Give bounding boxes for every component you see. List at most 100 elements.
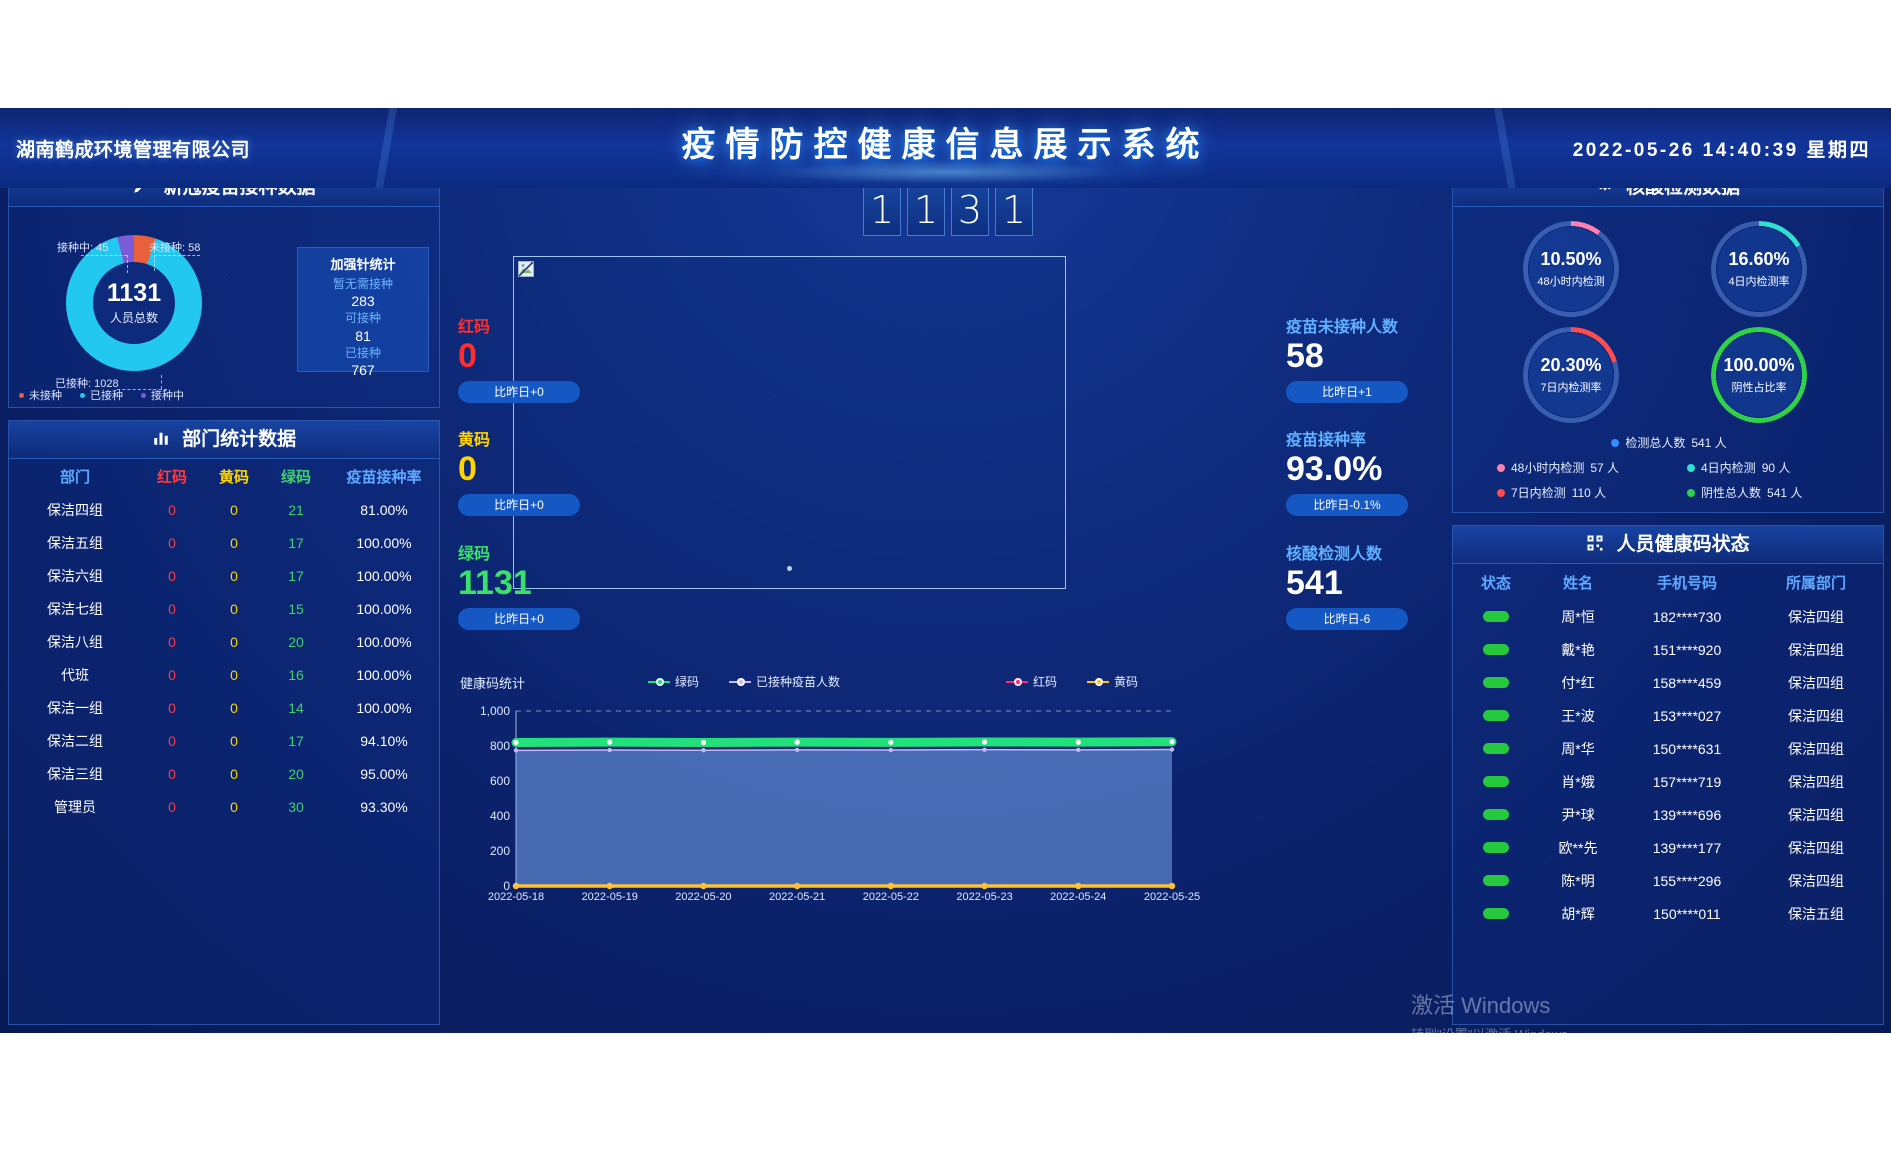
vaccine-legend: 未接种 已接种 接种中	[19, 387, 269, 403]
status-badge	[1483, 743, 1509, 754]
counter-digit-0: 1	[863, 182, 901, 236]
booster-value-0: 283	[351, 293, 375, 310]
chart-legend-label-3: 黄码	[1114, 675, 1139, 689]
dept-cell-6-0: 保洁一组	[47, 699, 103, 716]
table-row[interactable]: 保洁七组 0 0 15 100.00%	[9, 592, 441, 625]
chart-plot-area: 0 200 400 600 800 1,000 2022-05-18 2022-05-19 20…	[458, 703, 1200, 908]
chart-point-vaccinated-4	[888, 747, 894, 753]
gauge-negative: 100.00% 阴性占比率	[1711, 327, 1807, 423]
booster-key-0: 暂无需接种	[332, 277, 393, 291]
department-stats-panel: 部门统计数据 部门 红码 黄码 绿码 疫苗接种率 保洁四组 0 0 21 81.00% 保洁五组 0 0…	[8, 420, 440, 1025]
chart-point-green-4	[888, 739, 894, 745]
dept-cell-8-4: 95.00%	[360, 765, 408, 782]
booster-key-1: 可接种	[344, 311, 381, 326]
table-row[interactable]: 管理员 0 0 30 93.30%	[9, 790, 441, 823]
chart-legend-label-2: 红码	[1033, 675, 1058, 689]
table-row[interactable]: 王*波 153****027 保洁四组	[1453, 699, 1885, 732]
health-cell-2-3: 保洁四组	[1788, 674, 1844, 691]
donut-label-vaccinated: 已接种: 1028	[55, 378, 119, 390]
health-status-cell-5	[1453, 776, 1539, 787]
health-table-header: 状态 姓名 手机号码 所属部门	[1453, 564, 1885, 600]
gauge-4day-value: 16.60%	[1728, 249, 1790, 269]
chart-legend-item-1[interactable]: 已接种疫苗人数	[729, 673, 840, 690]
kpi-nucleic-value: 541	[1286, 564, 1343, 602]
nucleic-stat-dot-3	[1687, 488, 1695, 497]
chart-legend-item-3[interactable]: 黄码	[1087, 673, 1138, 690]
chart-point-vaccinated-6	[1076, 747, 1081, 753]
chart-y-tick-0: 0	[503, 879, 510, 893]
health-cell-6-1: 尹*球	[1561, 806, 1595, 823]
chart-point-vaccinated-1	[607, 747, 612, 753]
gauge-negative-label: 阴性占比率	[1731, 382, 1787, 394]
chart-legend-item-0[interactable]: 绿码	[648, 673, 699, 690]
status-badge	[1483, 809, 1509, 820]
dept-cell-4-2: 0	[230, 633, 238, 650]
kpi-red-delta: 比昨日+0	[458, 380, 580, 403]
chart-svg	[511, 710, 1177, 890]
donut-label-in-progress: 接种中: 45	[57, 242, 109, 254]
chart-point-yellow-5	[981, 882, 988, 890]
chart-y-tick-4: 800	[489, 739, 510, 753]
dept-cell-6-2: 0	[230, 699, 238, 716]
chart-y-tick-3: 600	[489, 774, 510, 788]
table-row[interactable]: 保洁八组 0 0 20 100.00%	[9, 625, 441, 658]
table-row[interactable]: 保洁五组 0 0 17 100.00%	[9, 526, 441, 559]
kpi-red-label: 红码	[458, 319, 491, 336]
kpi-nucleic-label: 核酸检测人数	[1286, 546, 1383, 563]
booster-value-1: 81	[355, 327, 371, 344]
dept-cell-4-4: 100.00%	[356, 633, 412, 650]
table-row[interactable]: 肖*娥 157****719 保洁四组	[1453, 765, 1885, 798]
gauge-48h: 10.50% 48小时内检测	[1523, 221, 1619, 317]
legend-dot-0	[19, 392, 24, 398]
legend-dot-1	[80, 392, 85, 398]
table-row[interactable]: 保洁六组 0 0 17 100.00%	[9, 559, 441, 592]
table-row[interactable]: 周*恒 182****730 保洁四组	[1453, 600, 1885, 633]
gauge-48h-inner: 10.50% 48小时内检测	[1529, 227, 1613, 311]
health-cell-6-2: 139****696	[1652, 806, 1722, 823]
health-cell-5-1: 肖*娥	[1561, 773, 1595, 790]
dept-col-header-1: 红码	[156, 468, 187, 486]
table-row[interactable]: 欧**先 139****177 保洁四组	[1453, 831, 1885, 864]
gauge-4day: 16.60% 4日内检测率	[1711, 221, 1807, 317]
leader-line-3b	[161, 375, 162, 389]
chart-legend-dot-2	[1014, 677, 1023, 686]
watermark-line-2: 转到"设置"以激活 Windows。	[1411, 1024, 1711, 1033]
dept-cell-7-0: 保洁二组	[47, 732, 103, 749]
table-row[interactable]: 保洁三组 0 0 20 95.00%	[9, 757, 441, 790]
table-row[interactable]: 付*红 158****459 保洁四组	[1453, 666, 1885, 699]
legend-dot-2	[141, 392, 146, 398]
table-row[interactable]: 陈*明 155****296 保洁四组	[1453, 864, 1885, 897]
chart-point-green-1	[607, 739, 613, 745]
table-row[interactable]: 保洁二组 0 0 17 94.10%	[9, 724, 441, 757]
dept-cell-8-3: 20	[288, 765, 304, 782]
nucleic-stat-value-2: 110 人	[1571, 486, 1607, 500]
status-badge	[1483, 677, 1509, 688]
health-status-cell-8	[1453, 875, 1539, 886]
chart-legend-marker-1	[729, 677, 752, 686]
chart-x-tick-6: 2022-05-24	[1050, 891, 1107, 903]
health-status-cell-9	[1453, 908, 1539, 919]
chart-legend-item-2[interactable]: 红码	[1006, 673, 1057, 690]
table-row[interactable]: 周*华 150****631 保洁四组	[1453, 732, 1885, 765]
chart-point-vaccinated-3	[794, 747, 800, 753]
chart-area-vaccinated	[516, 749, 1172, 886]
status-badge	[1483, 644, 1509, 655]
legend-label-0: 未接种	[29, 390, 62, 402]
health-cell-3-3: 保洁四组	[1788, 707, 1844, 724]
table-row[interactable]: 尹*球 139****696 保洁四组	[1453, 798, 1885, 831]
nucleic-stat-value-0: 57 人	[1590, 461, 1620, 475]
leader-line-3	[117, 389, 167, 390]
health-cell-0-2: 182****730	[1652, 608, 1722, 625]
broken-image-icon	[518, 261, 534, 277]
kpi-unvaccinated-label: 疫苗未接种人数	[1286, 319, 1399, 336]
table-row[interactable]: 保洁一组 0 0 14 100.00%	[9, 691, 441, 724]
table-row[interactable]: 代班 0 0 16 100.00%	[9, 658, 441, 691]
department-panel-title: 部门统计数据	[182, 429, 297, 450]
counter-digit-2: 3	[951, 182, 989, 236]
table-row[interactable]: 戴*艳 151****920 保洁四组	[1453, 633, 1885, 666]
table-row[interactable]: 胡*辉 150****011 保洁五组	[1453, 897, 1885, 930]
dept-cell-2-0: 保洁六组	[47, 567, 103, 584]
nucleic-total-cell: 检测总人数 541 人	[1611, 434, 1727, 451]
table-row[interactable]: 保洁四组 0 0 21 81.00%	[9, 493, 441, 526]
